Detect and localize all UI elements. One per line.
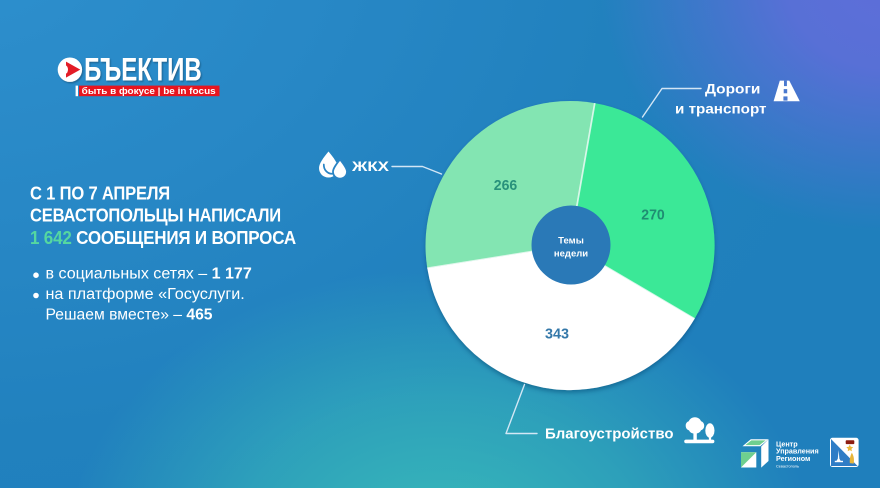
svg-text:1 642 СООБЩЕНИЯ И ВОПРОСА: 1 642 СООБЩЕНИЯ И ВОПРОСА: [30, 228, 296, 248]
svg-text:Темы: Темы: [558, 236, 584, 247]
svg-text:недели: недели: [554, 248, 588, 259]
svg-text:быть в фокусе | be in focus: быть в фокусе | be in focus: [82, 86, 216, 96]
svg-text:Дороги: Дороги: [705, 81, 760, 97]
svg-text:ЖКХ: ЖКХ: [351, 158, 390, 174]
svg-text:343: 343: [545, 326, 569, 343]
svg-text:Решаем вместе» – 465: Решаем вместе» – 465: [46, 306, 213, 323]
svg-text:266: 266: [494, 177, 518, 194]
svg-text:270: 270: [641, 207, 665, 224]
svg-text:Регионом: Регионом: [776, 454, 810, 463]
svg-text:Благоустройство: Благоустройство: [545, 427, 674, 443]
svg-text:в социальных сетях – 1 177: в социальных сетях – 1 177: [46, 266, 252, 283]
svg-text:Севастополь: Севастополь: [776, 464, 799, 468]
svg-text:на платформе «Госуслуги.: на платформе «Госуслуги.: [46, 286, 245, 303]
svg-text:С 1 ПО 7 АПРЕЛЯ: С 1 ПО 7 АПРЕЛЯ: [30, 184, 170, 204]
svg-text:СЕВАСТОПОЛЬЦЫ НАПИСАЛИ: СЕВАСТОПОЛЬЦЫ НАПИСАЛИ: [30, 206, 281, 226]
svg-text:и транспорт: и транспорт: [675, 101, 767, 117]
svg-text:БЪЕКТИВ: БЪЕКТИВ: [84, 52, 202, 88]
svg-text:Управления: Управления: [776, 447, 819, 456]
svg-text:Центр: Центр: [776, 440, 798, 449]
